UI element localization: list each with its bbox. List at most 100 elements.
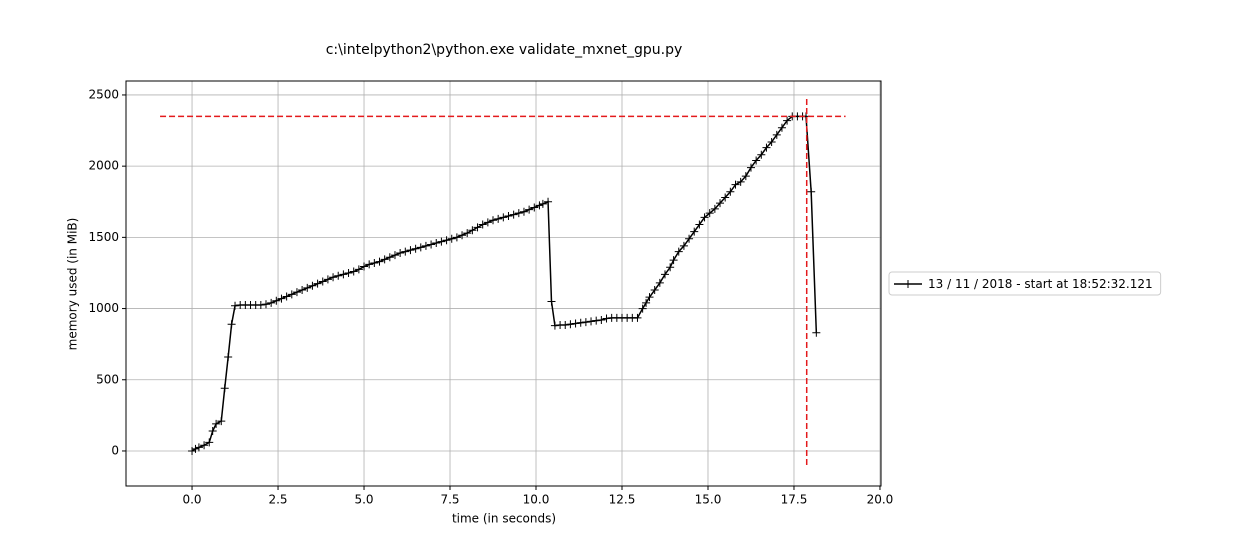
point-marker	[777, 123, 786, 132]
point-marker	[282, 292, 291, 301]
point-marker	[710, 204, 719, 213]
point-marker	[208, 427, 217, 436]
point-marker	[261, 300, 270, 309]
point-marker	[370, 258, 379, 267]
point-marker	[427, 240, 436, 249]
point-marker	[633, 313, 642, 322]
point-marker	[736, 177, 745, 186]
point-marker	[303, 283, 312, 292]
legend-box	[888, 271, 1162, 296]
point-marker	[812, 328, 821, 337]
point-marker	[544, 197, 553, 206]
point-marker	[721, 193, 730, 202]
point-marker	[638, 304, 647, 313]
point-marker	[669, 256, 678, 265]
point-marker	[499, 213, 508, 222]
point-marker	[650, 286, 659, 295]
point-marker	[191, 444, 200, 453]
point-marker	[473, 223, 482, 232]
point-marker	[220, 384, 229, 393]
point-marker	[762, 143, 771, 152]
point-marker	[655, 278, 664, 287]
chart-title: c:\intelpython2\python.exe validate_mxne…	[326, 42, 683, 58]
point-marker	[576, 318, 585, 327]
point-marker	[224, 352, 233, 361]
y-tick-label: 1500	[88, 230, 119, 244]
point-marker	[509, 210, 518, 219]
point-marker	[807, 187, 816, 196]
y-axis-label: memory used (in MiB)	[66, 218, 80, 351]
point-marker	[267, 298, 276, 307]
point-marker	[188, 446, 197, 455]
point-marker	[660, 270, 669, 279]
point-marker	[525, 205, 534, 214]
point-marker	[298, 286, 307, 295]
point-marker	[489, 216, 498, 225]
point-marker	[746, 163, 755, 172]
point-marker	[323, 275, 332, 284]
x-tick-label: 17.5	[781, 493, 808, 507]
point-marker	[205, 438, 214, 447]
y-tick-label: 0	[111, 443, 119, 457]
point-marker	[308, 281, 317, 290]
point-marker	[365, 260, 374, 269]
x-tick-label: 7.5	[440, 493, 459, 507]
point-marker	[731, 180, 740, 189]
point-marker	[685, 234, 694, 243]
point-marker	[468, 226, 477, 235]
point-marker	[716, 199, 725, 208]
x-tick-label: 2.5	[268, 493, 287, 507]
point-marker	[463, 229, 472, 238]
x-tick-label: 0.0	[182, 493, 201, 507]
point-marker	[726, 187, 735, 196]
point-marker	[535, 201, 544, 210]
point-marker	[227, 320, 236, 329]
point-marker	[538, 199, 547, 208]
point-marker	[783, 116, 792, 125]
point-marker	[334, 271, 343, 280]
point-marker	[483, 218, 492, 227]
point-marker	[519, 207, 528, 216]
y-tick-label: 500	[96, 372, 119, 386]
point-marker	[354, 265, 363, 274]
point-marker	[478, 220, 487, 229]
point-marker	[547, 297, 556, 306]
legend-label: 13 / 11 / 2018 - start at 18:52:32.121	[928, 277, 1153, 291]
x-tick-label: 20.0	[867, 493, 894, 507]
point-marker	[339, 270, 348, 279]
point-marker	[272, 296, 281, 305]
point-marker	[674, 247, 683, 256]
point-marker	[277, 294, 286, 303]
point-marker	[360, 262, 369, 271]
point-marker	[514, 209, 523, 218]
point-marker	[587, 317, 596, 326]
x-tick-label: 10.0	[523, 493, 550, 507]
point-marker	[287, 290, 296, 299]
point-marker	[318, 277, 327, 286]
point-marker	[666, 263, 675, 272]
point-marker	[380, 255, 389, 264]
point-marker	[741, 172, 750, 181]
x-tick-label: 12.5	[609, 493, 636, 507]
point-marker	[416, 243, 425, 252]
y-tick-label: 2000	[88, 159, 119, 173]
point-marker	[231, 301, 240, 310]
point-marker	[571, 319, 580, 328]
point-marker	[329, 273, 338, 282]
point-marker	[390, 251, 399, 260]
point-marker	[530, 203, 539, 212]
point-marker	[645, 293, 654, 302]
point-marker	[642, 298, 651, 307]
point-marker	[194, 443, 203, 452]
point-marker	[396, 249, 405, 258]
x-tick-label: 5.0	[354, 493, 373, 507]
point-marker	[757, 150, 766, 159]
point-marker	[679, 241, 688, 250]
legend-marker	[904, 280, 912, 288]
y-tick-label: 2500	[88, 87, 119, 101]
point-marker	[597, 315, 606, 324]
point-marker	[313, 279, 322, 288]
point-marker	[772, 130, 781, 139]
legend: 13 / 11 / 2018 - start at 18:52:32.121	[888, 271, 1162, 296]
point-marker	[411, 244, 420, 253]
